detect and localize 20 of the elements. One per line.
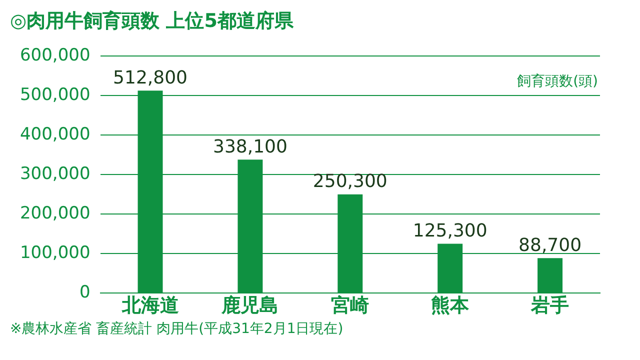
y-tick-label: 300,000 xyxy=(20,164,90,184)
y-tick-label: 200,000 xyxy=(20,204,90,224)
y-axis-title: 飼育頭数(頭) xyxy=(517,72,598,90)
data-label: 338,100 xyxy=(212,136,288,158)
x-tick-label: 宮崎 xyxy=(331,294,370,317)
data-label: 88,700 xyxy=(518,234,582,256)
x-tick-label: 熊本 xyxy=(431,294,470,317)
y-tick-label: 0 xyxy=(79,282,90,303)
y-tick-label: 600,000 xyxy=(20,46,90,66)
text: ※農林水産省 畜産統計 肉用牛(平成31年2月1日現在) xyxy=(10,320,344,338)
data-label: 512,800 xyxy=(113,67,188,88)
chart-title: ◎肉用牛飼育頭数 上位5都道府県 xyxy=(10,9,294,34)
y-tick-label: 500,000 xyxy=(20,85,90,106)
data-label: 125,300 xyxy=(412,220,488,242)
x-tick-label: 北海道 xyxy=(120,294,179,317)
y-tick-label: 100,000 xyxy=(20,243,90,264)
x-tick-label: 岩手 xyxy=(530,294,570,317)
data-label: 250,300 xyxy=(312,171,388,192)
y-tick-label: 400,000 xyxy=(20,124,90,145)
x-tick-label: 鹿児島 xyxy=(220,294,279,317)
